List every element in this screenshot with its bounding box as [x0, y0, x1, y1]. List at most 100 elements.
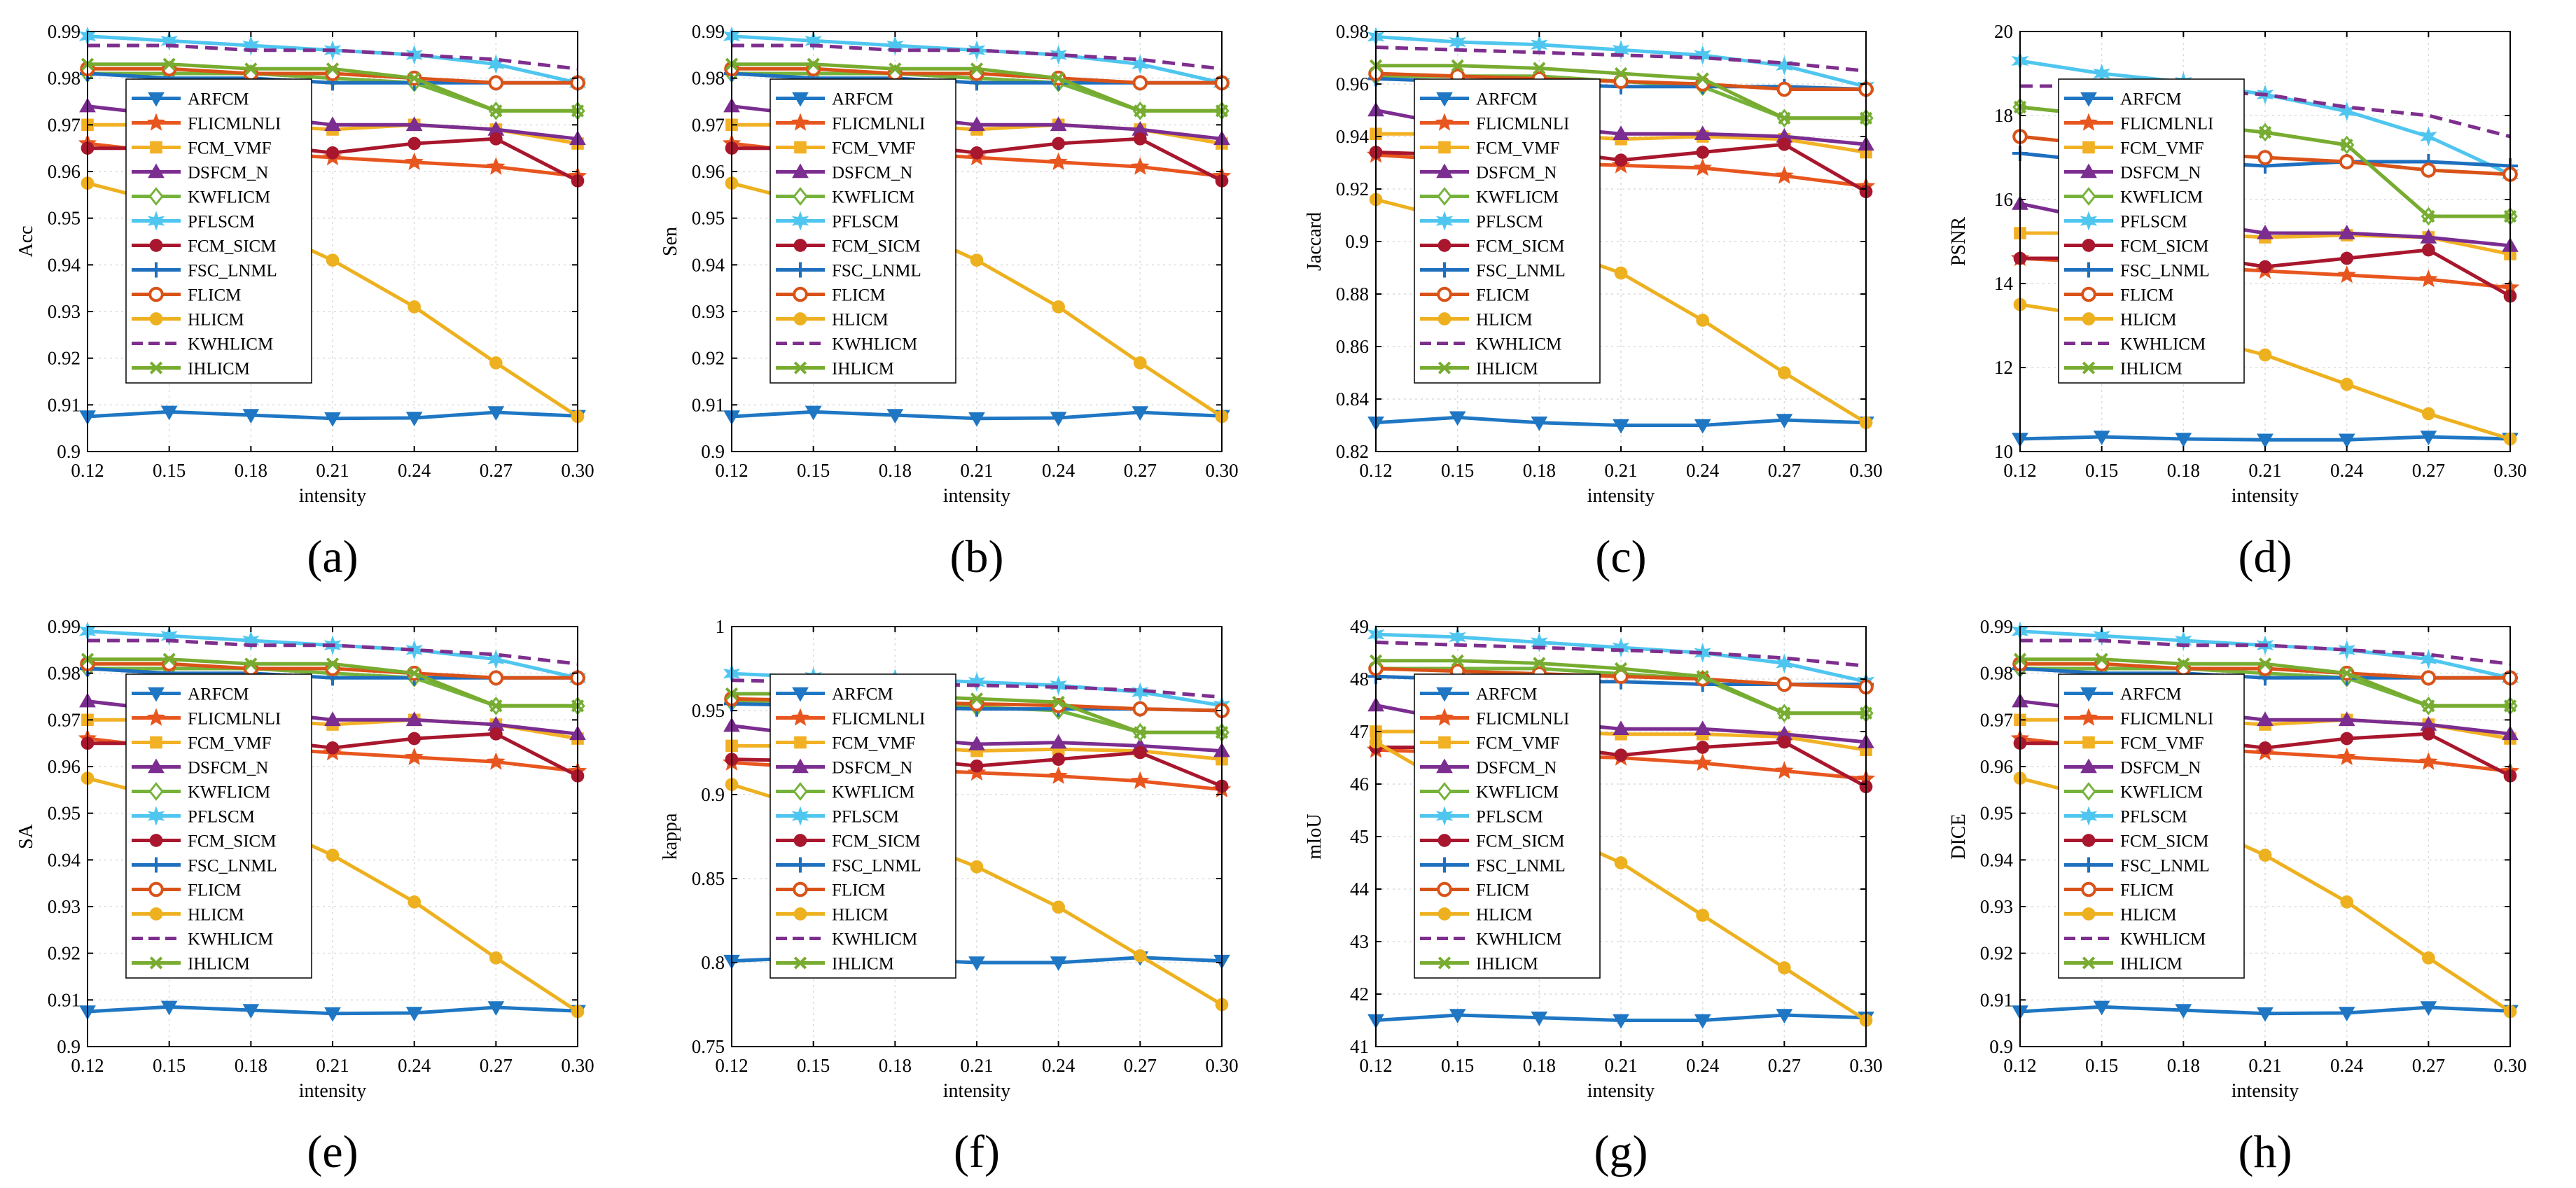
x-tick-label: 0.30	[1849, 460, 1882, 481]
series-IHLICM	[81, 57, 585, 118]
y-tick-label: 0.85	[692, 868, 725, 889]
legend-label: KWFLICM	[832, 188, 914, 207]
x-tick-label: 0.18	[879, 1055, 912, 1076]
y-tick-label: 0.8	[701, 952, 725, 973]
marker-point	[408, 895, 422, 909]
legend-label: PFLSCM	[832, 213, 899, 232]
x-tick-label: 0.21	[316, 1055, 349, 1076]
legend-label: FCM_VMF	[2120, 139, 2204, 158]
y-tick-label: 16	[1994, 189, 2013, 210]
legend-label: PFLSCM	[188, 213, 255, 232]
marker-point	[242, 630, 260, 651]
y-tick-label: 0.98	[48, 68, 81, 89]
x-tick-label: 0.30	[2493, 1055, 2526, 1076]
marker-point	[2421, 951, 2435, 965]
marker-point	[2081, 857, 2096, 873]
legend-label: FCM_SICM	[1476, 832, 1564, 851]
marker-point	[1778, 706, 1791, 720]
legend-label: FSC_LNML	[188, 262, 277, 281]
panel-label: (e)	[307, 1126, 358, 1177]
legend-label: DSFCM_N	[2120, 759, 2201, 778]
marker-point	[1132, 75, 1148, 91]
series-IHLICM	[81, 652, 585, 713]
marker-point	[2082, 834, 2096, 847]
legend-label: KWFLICM	[1476, 783, 1559, 802]
marker-point	[244, 62, 258, 76]
legend-label: FSC_LNML	[832, 262, 921, 281]
marker-point	[2418, 752, 2438, 770]
legend-label: FCM_SICM	[832, 832, 920, 851]
marker-point	[1052, 753, 1066, 766]
marker-point	[2420, 1001, 2437, 1016]
legend-label: PFLSCM	[832, 808, 899, 827]
marker-point	[2418, 270, 2438, 288]
marker-point	[148, 687, 165, 702]
marker-point	[1130, 771, 1150, 790]
marker-point	[1694, 1014, 1711, 1029]
marker-point	[326, 146, 340, 160]
legend-label: HLICM	[188, 311, 244, 330]
series-KWHLICM	[1375, 46, 1867, 73]
legend-label: FLICMLNLI	[2120, 115, 2213, 134]
marker-point	[1437, 361, 1451, 375]
marker-point	[2421, 727, 2435, 741]
legend-label: KWHLICM	[1476, 930, 1561, 949]
marker-point	[2421, 670, 2437, 686]
marker-point	[968, 672, 986, 692]
legend: ARFCM FLICMLNLI FCM_VMF DSFCM_N KWFLICM PFLSC…	[125, 78, 312, 384]
x-tick-label: 0.30	[1849, 1055, 1882, 1076]
marker-point	[805, 31, 822, 51]
y-tick-label: 0.94	[692, 254, 725, 275]
y-tick-label: 0.96	[1980, 756, 2013, 777]
legend-label: FCM_VMF	[188, 139, 272, 158]
marker-point	[2081, 286, 2096, 302]
marker-point	[1449, 411, 1466, 426]
marker-point	[1777, 735, 1791, 749]
legend-label: PFLSCM	[2120, 808, 2187, 827]
marker-point	[2258, 848, 2272, 862]
marker-point	[1776, 414, 1793, 429]
legend-label: FLICMLNLI	[188, 115, 281, 134]
marker-point	[2340, 377, 2354, 391]
legend-label: DSFCM_N	[1476, 164, 1557, 183]
y-tick-label: 0.98	[1336, 21, 1369, 42]
marker-point	[1614, 748, 1628, 762]
marker-point	[150, 736, 162, 749]
marker-point	[486, 157, 506, 175]
marker-point	[2258, 260, 2272, 274]
legend-label: FCM_VMF	[1476, 139, 1560, 158]
legend-box	[770, 673, 956, 979]
chart-panel-e: 0.90.910.920.930.940.950.960.970.980.990…	[15, 616, 594, 1177]
marker-point	[792, 687, 809, 702]
x-tick-label: 0.24	[2330, 460, 2364, 481]
series-ARFCM	[79, 405, 586, 427]
marker-point	[2082, 239, 2096, 252]
y-tick-label: 0.92	[48, 943, 81, 964]
legend-box	[770, 78, 956, 384]
marker-point	[147, 806, 165, 826]
x-tick-label: 0.24	[398, 1055, 431, 1076]
marker-point	[1132, 701, 1148, 717]
marker-point	[968, 116, 985, 132]
marker-point	[968, 412, 985, 427]
marker-point	[148, 262, 164, 278]
marker-point	[2082, 736, 2095, 749]
x-axis: 0.12 0.15 0.18 0.21 0.24 0.27 0.30	[1359, 627, 1883, 1076]
y-tick-label: 0.86	[1336, 336, 1369, 357]
marker-point	[2257, 433, 2274, 449]
marker-point	[2082, 956, 2096, 970]
y-tick-label: 45	[1350, 826, 1369, 847]
marker-point	[1050, 116, 1067, 132]
x-tick-label: 0.12	[2003, 460, 2036, 481]
x-tick-label: 0.18	[2167, 460, 2200, 481]
marker-point	[2080, 92, 2097, 107]
marker-point	[2080, 163, 2097, 179]
x-tick-label: 0.27	[1768, 460, 1801, 481]
panel-label: (g)	[1594, 1126, 1648, 1177]
marker-point	[1533, 62, 1546, 75]
marker-point	[1437, 187, 1452, 206]
marker-point	[793, 361, 807, 375]
marker-point	[1696, 146, 1710, 159]
legend-label: FLICMLNLI	[2120, 710, 2213, 729]
legend-label: KWHLICM	[2120, 930, 2206, 949]
